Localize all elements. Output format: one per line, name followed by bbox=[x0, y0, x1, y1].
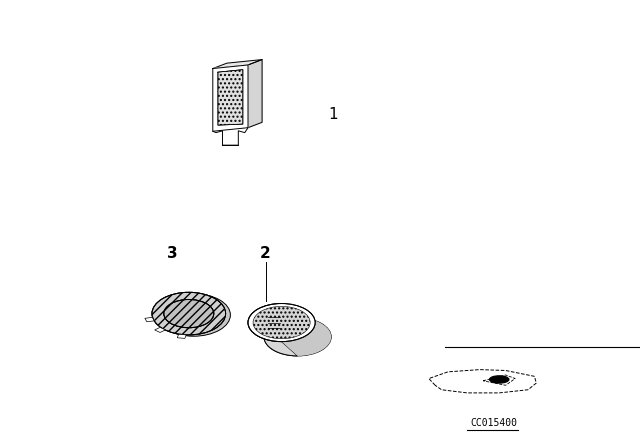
Polygon shape bbox=[212, 128, 248, 145]
Ellipse shape bbox=[264, 318, 332, 356]
Ellipse shape bbox=[164, 299, 214, 328]
Text: CC015400: CC015400 bbox=[470, 418, 517, 428]
Ellipse shape bbox=[248, 304, 316, 342]
Polygon shape bbox=[248, 60, 262, 128]
Ellipse shape bbox=[253, 306, 310, 339]
Ellipse shape bbox=[157, 294, 230, 336]
Ellipse shape bbox=[164, 299, 214, 328]
Ellipse shape bbox=[490, 376, 509, 383]
Polygon shape bbox=[177, 334, 186, 338]
Polygon shape bbox=[483, 375, 515, 385]
Polygon shape bbox=[282, 304, 331, 356]
Text: 3: 3 bbox=[168, 246, 178, 261]
Polygon shape bbox=[212, 65, 248, 131]
Ellipse shape bbox=[152, 292, 226, 335]
Polygon shape bbox=[248, 304, 298, 356]
Polygon shape bbox=[429, 370, 536, 393]
Polygon shape bbox=[145, 317, 154, 322]
Polygon shape bbox=[218, 69, 243, 125]
Text: 2: 2 bbox=[260, 246, 271, 261]
Ellipse shape bbox=[152, 292, 226, 335]
Text: 1: 1 bbox=[328, 107, 338, 122]
Polygon shape bbox=[212, 60, 262, 69]
Polygon shape bbox=[155, 327, 166, 332]
